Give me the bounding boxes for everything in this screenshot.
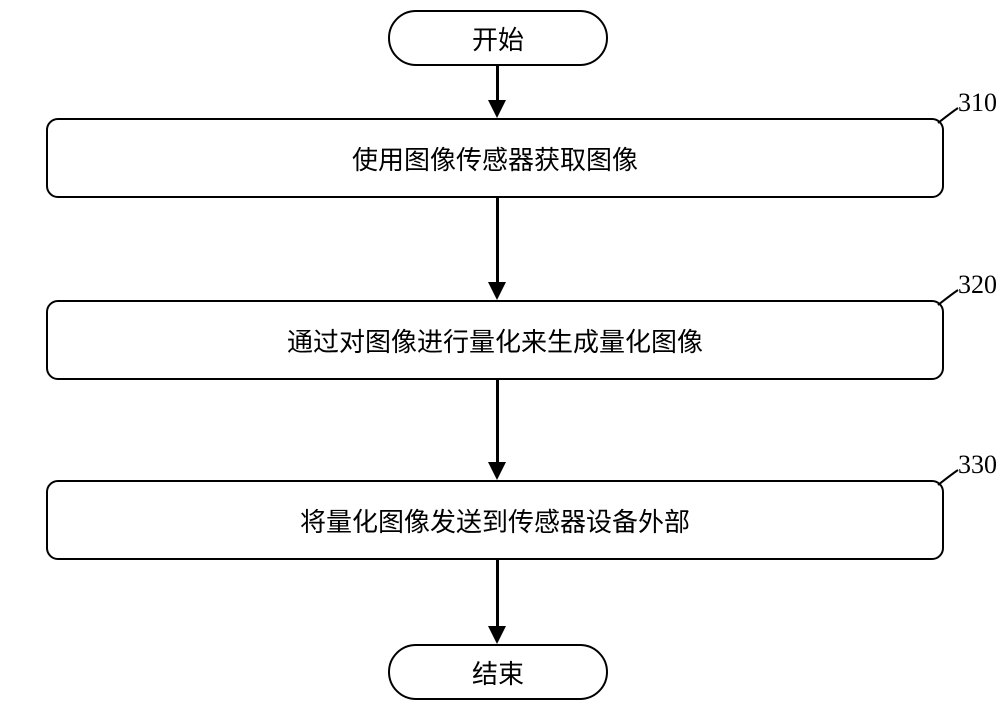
process-330-text: 将量化图像发送到传感器设备外部	[300, 502, 690, 539]
process-310: 使用图像传感器获取图像	[46, 118, 944, 198]
process-330: 将量化图像发送到传感器设备外部	[46, 480, 944, 560]
arrow-1-line	[496, 66, 499, 100]
start-node: 开始	[388, 10, 608, 66]
arrow-3-head	[488, 462, 506, 480]
process-310-text: 使用图像传感器获取图像	[352, 140, 638, 177]
arrow-4-head	[488, 626, 506, 644]
end-label: 结束	[472, 654, 524, 691]
start-label: 开始	[472, 20, 524, 57]
arrow-2-line	[496, 198, 499, 282]
ref-label-320: 320	[958, 270, 997, 300]
ref-label-330: 330	[958, 450, 997, 480]
process-320-text: 通过对图像进行量化来生成量化图像	[287, 322, 703, 359]
arrow-1-head	[488, 100, 506, 118]
arrow-2-head	[488, 282, 506, 300]
ref-label-310: 310	[958, 88, 997, 118]
arrow-3-line	[496, 380, 499, 462]
flowchart-canvas: 开始 使用图像传感器获取图像 310 通过对图像进行量化来生成量化图像 320 …	[0, 0, 1000, 711]
arrow-4-line	[496, 560, 499, 626]
process-320: 通过对图像进行量化来生成量化图像	[46, 300, 944, 380]
end-node: 结束	[388, 644, 608, 700]
